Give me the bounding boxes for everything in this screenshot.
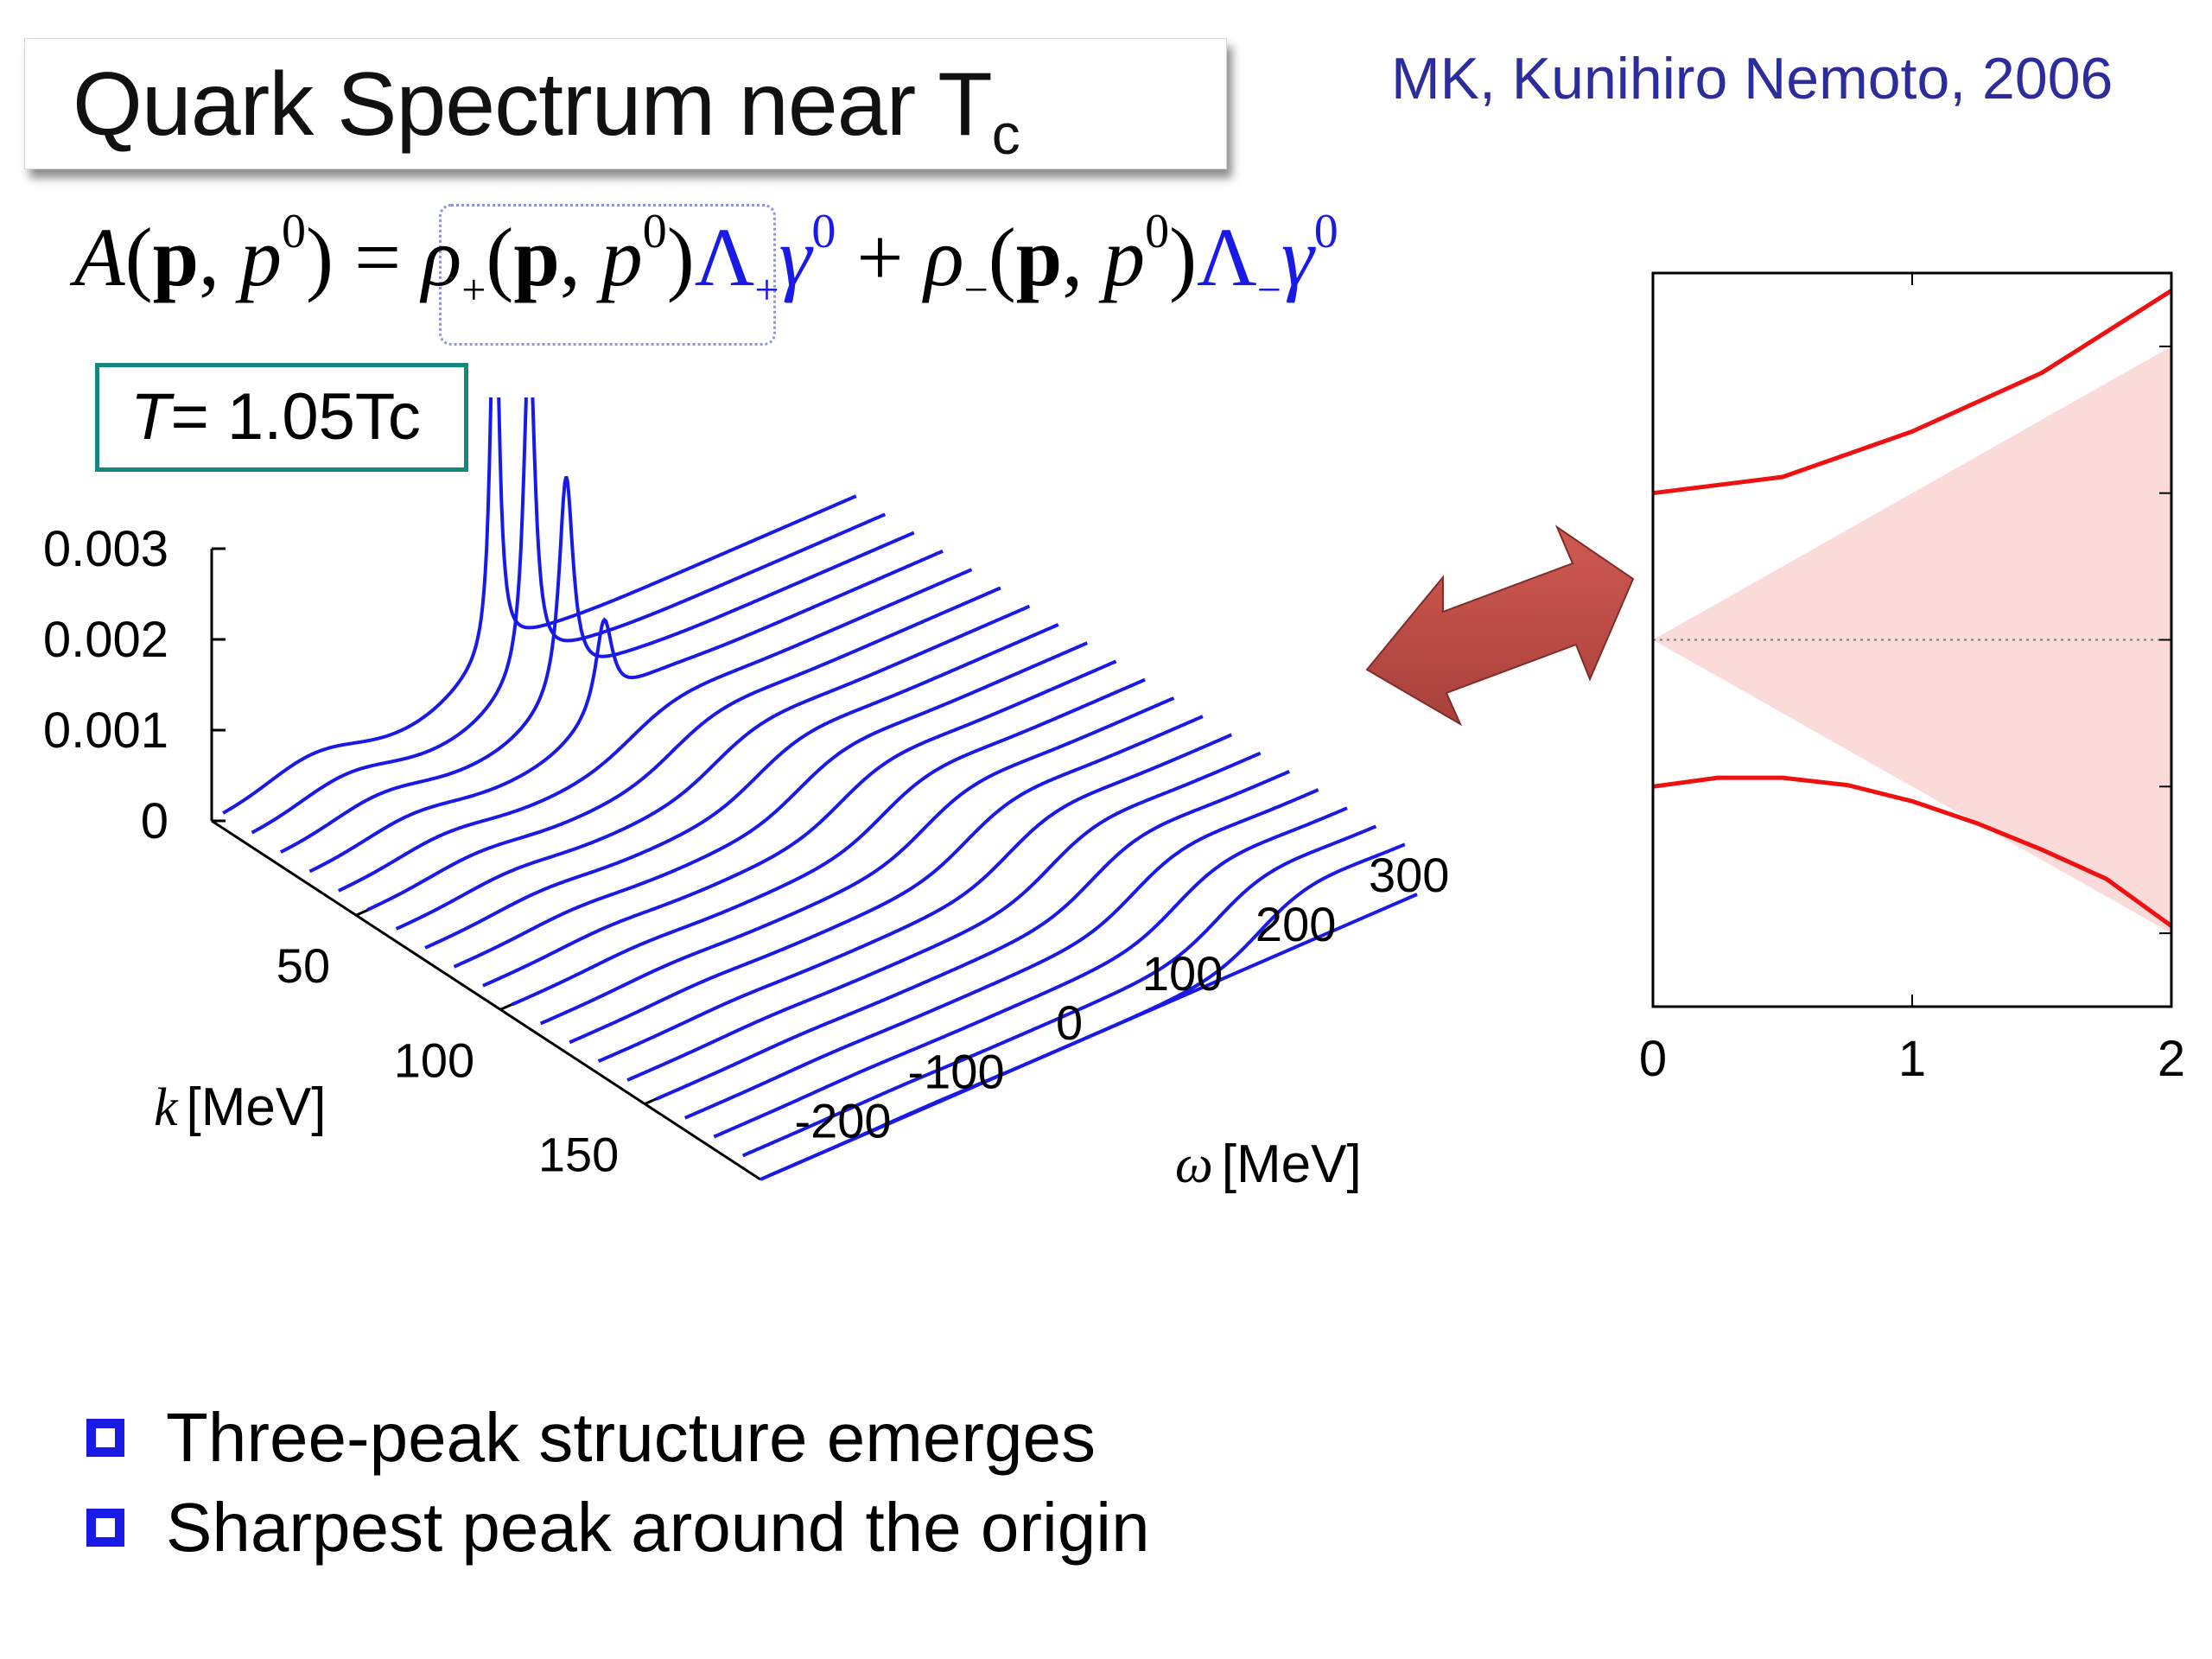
bullet-item: Sharpest peak around the origin <box>86 1483 1150 1573</box>
waterfall-curves <box>222 397 1406 1177</box>
temperature-label: = 1.05Tc <box>170 380 421 454</box>
slide-title-subscript: c <box>991 102 1020 166</box>
bullet-list: Three-peak structure emerges Sharpest pe… <box>86 1393 1150 1573</box>
waterfall-labels: 0 0.001 0.002 0.003 50 100 150 -200 -100 0 100 200 3… <box>43 521 1450 1194</box>
omega-tick-label: -100 <box>908 1045 1005 1099</box>
x-tick-label: 1 <box>1898 1031 1926 1087</box>
k-tick-label: 100 <box>394 1033 474 1087</box>
spectrum-waterfall-chart: 0 0.001 0.002 0.003 50 100 150 -200 -100 0 100 200 3… <box>43 397 1450 1194</box>
bullet-text: Three-peak structure emerges <box>166 1399 1096 1476</box>
spectrum-curve <box>771 842 1406 1177</box>
title-box <box>24 38 1227 169</box>
dispersion-curves <box>1652 289 2173 928</box>
omega-tick-label: 100 <box>1142 946 1223 1001</box>
dispersion-shaded-region <box>1653 346 2171 934</box>
spectrum-curve <box>424 623 1059 950</box>
bullet-item: Three-peak structure emerges <box>86 1393 1150 1483</box>
x-tick-label: 2 <box>2158 1031 2185 1087</box>
spectrum-curve <box>626 751 1262 1082</box>
spectrum-curve <box>569 715 1204 1045</box>
dispersion-curve <box>1652 775 2173 928</box>
checkbox-square-icon <box>86 1509 124 1547</box>
spectrum-curve <box>741 824 1377 1158</box>
x-tick-label: 0 <box>1639 1031 1667 1087</box>
waterfall-axes <box>210 547 1418 1181</box>
spectrum-curve <box>222 397 857 815</box>
spectrum-curve <box>337 568 973 893</box>
dispersion-axes: 0 1 2 <box>1639 271 2185 1087</box>
z-tick-label: 0.002 <box>43 612 168 668</box>
spectrum-curve <box>655 769 1291 1101</box>
k-tick-label: 150 <box>538 1128 619 1182</box>
omega-tick-label: 0 <box>1056 995 1083 1050</box>
temperature-symbol: T <box>130 380 171 454</box>
temperature-box: T= 1.05Tc <box>95 363 468 472</box>
omega-tick-label: 300 <box>1369 848 1449 902</box>
dispersion-chart: 0 1 2 <box>1639 271 2185 1087</box>
dispersion-curve <box>1652 289 2173 496</box>
spectrum-curve <box>395 604 1031 931</box>
omega-tick-label: -200 <box>794 1094 891 1148</box>
spectrum-curve <box>683 788 1319 1120</box>
checkbox-square-icon <box>86 1419 124 1457</box>
slide-title-main: Quark Spectrum near T <box>73 54 993 155</box>
bullet-text: Sharpest peak around the origin <box>166 1489 1150 1566</box>
spectral-equation: A(p, p0) = ρ+(p, p0)Λ+γ0 + ρ−(p, p0)Λ−γ0 <box>74 205 1338 314</box>
light-cone-area <box>1653 346 2171 934</box>
spectrum-curve <box>453 641 1089 969</box>
z-tick-label: 0 <box>141 793 168 849</box>
z-tick-label: 0.001 <box>43 702 168 759</box>
spectrum-curve <box>713 806 1348 1139</box>
spectrum-curve <box>511 677 1146 1007</box>
omega-tick-label: 200 <box>1255 897 1336 951</box>
spectrum-curve <box>366 586 1001 912</box>
k-axis-label: k [MeV] <box>154 1077 326 1137</box>
k-axis-line <box>211 819 761 1181</box>
omega-axis-label: ω [MeV] <box>1175 1135 1362 1194</box>
spectrum-curve <box>308 549 944 874</box>
slide-title: Quark Spectrum near Tc <box>73 54 1020 167</box>
equation-highlight-box <box>439 204 776 346</box>
spectrum-curve <box>597 733 1233 1064</box>
z-tick-label: 0.003 <box>43 521 168 577</box>
spectrum-curve <box>539 696 1175 1026</box>
spectrum-curve <box>482 659 1117 988</box>
credit-text: MK, Kunihiro Nemoto, 2006 <box>1391 46 2113 111</box>
double-arrow-icon <box>1365 524 1635 727</box>
k-tick-label: 50 <box>276 938 330 993</box>
spectrum-curve <box>251 397 887 835</box>
